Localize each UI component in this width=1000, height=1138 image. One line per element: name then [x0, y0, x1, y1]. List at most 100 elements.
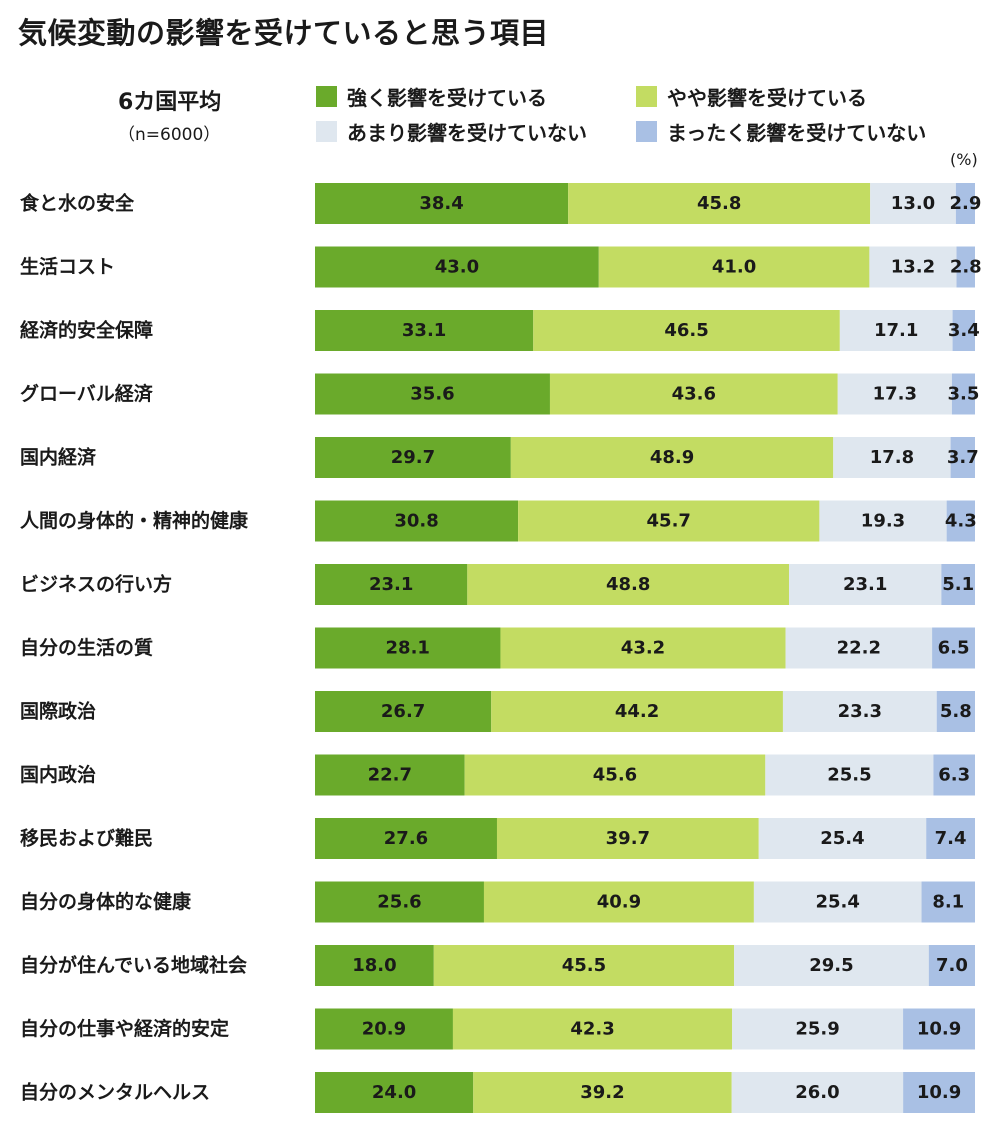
- bar-segment-not-at-all: [921, 881, 975, 923]
- bar-segment-somewhat: [467, 564, 790, 605]
- category-label: ビジネスの行い方: [20, 573, 172, 596]
- bar-segment-somewhat: [500, 627, 786, 669]
- category-label: 国際政治: [20, 700, 96, 723]
- data-label-strong: 22.7: [368, 765, 412, 786]
- legend-label-somewhat: やや影響を受けている: [667, 86, 867, 110]
- bar-segment-not-much: [753, 881, 922, 923]
- bar-segment-strong: [315, 564, 468, 605]
- legend-label-strong: 強く影響を受けている: [347, 86, 547, 110]
- legend-item-somewhat: やや影響を受けている: [636, 82, 867, 111]
- data-label-strong: 35.6: [410, 384, 454, 405]
- chart-title: 気候変動の影響を受けていると思う項目: [18, 16, 550, 50]
- data-label-not-much: 23.1: [843, 574, 887, 595]
- bar-segment-not-much: [839, 310, 953, 351]
- data-label-somewhat: 46.5: [664, 320, 708, 341]
- data-label-strong: 20.9: [362, 1019, 406, 1040]
- unit-label: (%): [950, 150, 978, 169]
- data-label-not-at-all: 10.9: [917, 1082, 961, 1103]
- bar-segment-not-much: [819, 500, 947, 542]
- bar-segment-strong: [315, 945, 434, 986]
- data-label-somewhat: 45.6: [593, 765, 637, 786]
- data-label-somewhat: 39.7: [606, 828, 650, 849]
- bar-segment-not-much: [765, 754, 934, 796]
- bar-segment-strong: [315, 500, 519, 542]
- legend-item-not-at-all: まったく影響を受けていない: [636, 117, 926, 146]
- bar-segment-strong: [315, 1008, 453, 1050]
- category-label: 国内経済: [20, 446, 97, 469]
- bar-segment-not-much: [870, 183, 956, 224]
- bar-segment-strong: [315, 246, 599, 288]
- bar-segment-not-much: [782, 691, 937, 732]
- data-label-not-much: 17.1: [874, 320, 918, 341]
- bar-segment-strong: [315, 437, 511, 478]
- category-label: 自分の生活の質: [20, 636, 153, 659]
- data-label-strong: 23.1: [369, 574, 413, 595]
- bar-segment-somewhat: [464, 754, 766, 796]
- data-label-somewhat: 45.5: [562, 955, 606, 976]
- data-label-not-much: 17.8: [870, 447, 914, 468]
- bar-segment-strong: [315, 183, 569, 224]
- bar-segment-strong: [315, 627, 501, 669]
- bar-segment-somewhat: [491, 691, 783, 732]
- bar-segment-not-at-all: [941, 564, 975, 605]
- data-label-strong: 43.0: [435, 257, 479, 278]
- data-label-not-at-all: 10.9: [917, 1019, 961, 1040]
- legend-label-not-at-all: まったく影響を受けていない: [667, 121, 927, 145]
- data-label-not-at-all: 3.5: [948, 384, 980, 405]
- legend-label-not-much: あまり影響を受けていない: [347, 121, 587, 145]
- bar-segment-somewhat: [568, 183, 871, 224]
- bar-segment-somewhat: [518, 500, 820, 542]
- bar-segment-somewhat: [473, 1072, 732, 1113]
- category-label: 経済的安全保障: [20, 319, 153, 342]
- data-label-not-at-all: 7.0: [936, 955, 968, 976]
- data-label-somewhat: 43.6: [672, 384, 716, 405]
- bar-segment-not-at-all: [933, 754, 975, 796]
- bar-segment-somewhat: [549, 373, 838, 415]
- data-label-not-at-all: 7.4: [935, 828, 967, 849]
- bar-segment-not-much: [869, 246, 957, 288]
- data-label-strong: 24.0: [372, 1082, 416, 1103]
- bar-segment-not-much: [837, 373, 952, 415]
- category-label: 移民および難民: [20, 827, 153, 850]
- data-label-not-at-all: 8.1: [932, 892, 964, 913]
- chart-subtitle: 6カ国平均: [118, 90, 222, 115]
- data-label-somewhat: 45.8: [697, 193, 741, 214]
- data-label-strong: 30.8: [394, 511, 438, 532]
- bar-segment-somewhat: [452, 1008, 733, 1050]
- category-label: 食と水の安全: [20, 192, 135, 215]
- legend-swatch-not-much: [316, 121, 337, 142]
- bar-segment-somewhat: [598, 246, 870, 288]
- bar-segment-strong: [315, 373, 550, 415]
- bar-segment-strong: [315, 1072, 474, 1113]
- legend-item-strong: 強く影響を受けている: [316, 82, 547, 111]
- data-label-somewhat: 43.2: [621, 638, 665, 659]
- data-label-not-at-all: 5.1: [942, 574, 974, 595]
- data-label-strong: 28.1: [386, 638, 430, 659]
- bar-segment-somewhat: [496, 818, 759, 859]
- bar-segment-not-at-all: [956, 246, 975, 288]
- bar-segment-strong: [315, 691, 492, 732]
- category-label: 自分の身体的な健康: [20, 890, 192, 913]
- data-label-not-at-all: 5.8: [940, 701, 972, 722]
- data-label-not-much: 17.3: [873, 384, 917, 405]
- bar-segment-not-at-all: [932, 627, 975, 669]
- data-label-not-at-all: 3.4: [948, 320, 980, 341]
- data-label-not-much: 13.2: [891, 257, 935, 278]
- data-label-strong: 26.7: [381, 701, 425, 722]
- data-label-not-much: 22.2: [837, 638, 881, 659]
- data-label-somewhat: 40.9: [597, 892, 641, 913]
- bar-segment-not-at-all: [936, 691, 975, 732]
- data-label-somewhat: 41.0: [712, 257, 756, 278]
- legend-item-not-much: あまり影響を受けていない: [316, 117, 587, 146]
- bar-segment-not-much: [785, 627, 933, 669]
- data-label-not-at-all: 2.9: [949, 193, 981, 214]
- bar-segment-somewhat: [433, 945, 735, 986]
- data-label-somewhat: 48.8: [606, 574, 650, 595]
- bar-segment-not-much: [789, 564, 942, 605]
- data-label-not-much: 25.5: [827, 765, 871, 786]
- category-label: 国内政治: [20, 763, 96, 786]
- category-label: 自分が住んでいる地域社会: [20, 954, 247, 977]
- data-label-strong: 38.4: [419, 193, 463, 214]
- data-label-strong: 29.7: [391, 447, 435, 468]
